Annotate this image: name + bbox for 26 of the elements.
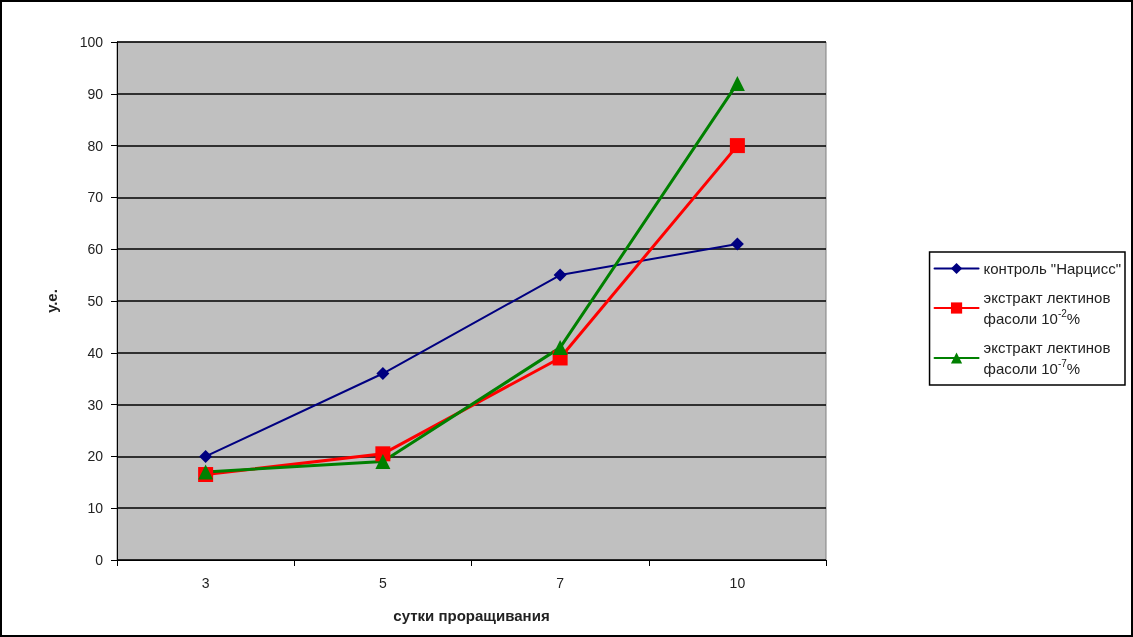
point xyxy=(553,268,567,282)
x-axis-title: сутки проращивания xyxy=(393,607,550,624)
point xyxy=(729,138,745,154)
y-tick-label: 10 xyxy=(87,500,104,517)
y-tick-label: 90 xyxy=(87,85,104,102)
point xyxy=(729,75,745,91)
y-tick-label: 40 xyxy=(87,344,104,361)
x-tick-label: 3 xyxy=(201,575,210,591)
point xyxy=(199,449,213,463)
point xyxy=(552,340,568,356)
x-tick-label: 5 xyxy=(378,575,387,591)
x-tick-label: 10 xyxy=(729,575,746,591)
y-tick-label: 20 xyxy=(87,448,104,465)
y-tick-label: 70 xyxy=(87,189,104,206)
point xyxy=(376,367,390,381)
y-tick-label: 100 xyxy=(79,34,104,50)
legend-label: контроль "Нарцисс" xyxy=(983,260,1122,277)
y-tick-label: 80 xyxy=(87,137,104,154)
x-tick-label: 7 xyxy=(556,575,565,591)
point xyxy=(730,237,744,251)
y-tick-label: 50 xyxy=(87,293,104,309)
y-tick-label: 0 xyxy=(95,552,104,568)
y-tick-label: 30 xyxy=(87,396,104,413)
y-tick-label: 60 xyxy=(87,241,104,258)
y-axis-title: у.е. xyxy=(43,289,60,313)
point xyxy=(375,454,391,470)
